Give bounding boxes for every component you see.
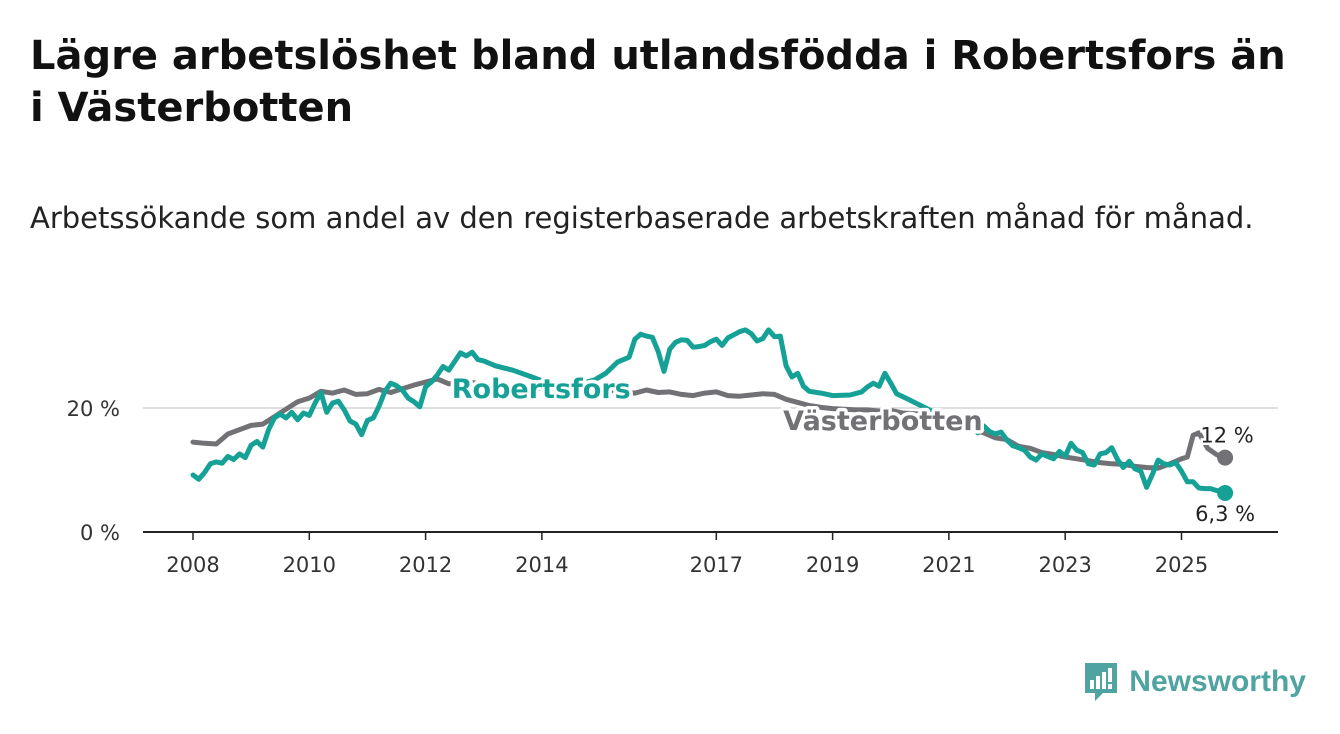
newsworthy-logo-text: Newsworthy <box>1129 665 1306 698</box>
x-tick-label: 2025 <box>1155 553 1208 577</box>
x-tick-label: 2008 <box>166 553 219 577</box>
x-tick-label: 2014 <box>515 553 568 577</box>
x-tick-label: 2019 <box>806 553 859 577</box>
y-tick-label: 20 % <box>67 397 120 421</box>
newsworthy-logo-icon <box>1085 663 1118 701</box>
y-tick-label: 0 % <box>80 521 120 545</box>
x-tick-label: 2010 <box>283 553 336 577</box>
x-tick-label: 2017 <box>690 553 743 577</box>
series-label: Robertsfors <box>452 374 631 405</box>
end-value-label: 12 % <box>1200 424 1253 448</box>
x-tick-label: 2012 <box>399 553 452 577</box>
series-label: Västerbotten <box>783 406 982 437</box>
chart-subtitle: Arbetssökande som andel av den registerb… <box>30 201 1254 235</box>
series-end-marker <box>1217 484 1234 501</box>
series-end-marker <box>1217 449 1234 466</box>
series-line-v-sterbotten <box>190 376 1228 471</box>
x-tick-label: 2021 <box>922 553 975 577</box>
x-tick-label: 2023 <box>1038 553 1091 577</box>
chart-title: Lägre arbetslöshet bland utlandsfödda i … <box>30 33 1286 131</box>
newsworthy-logo: Newsworthy <box>1083 660 1306 704</box>
series-line-robertsfors <box>190 327 1228 496</box>
end-value-label: 6,3 % <box>1195 502 1255 526</box>
